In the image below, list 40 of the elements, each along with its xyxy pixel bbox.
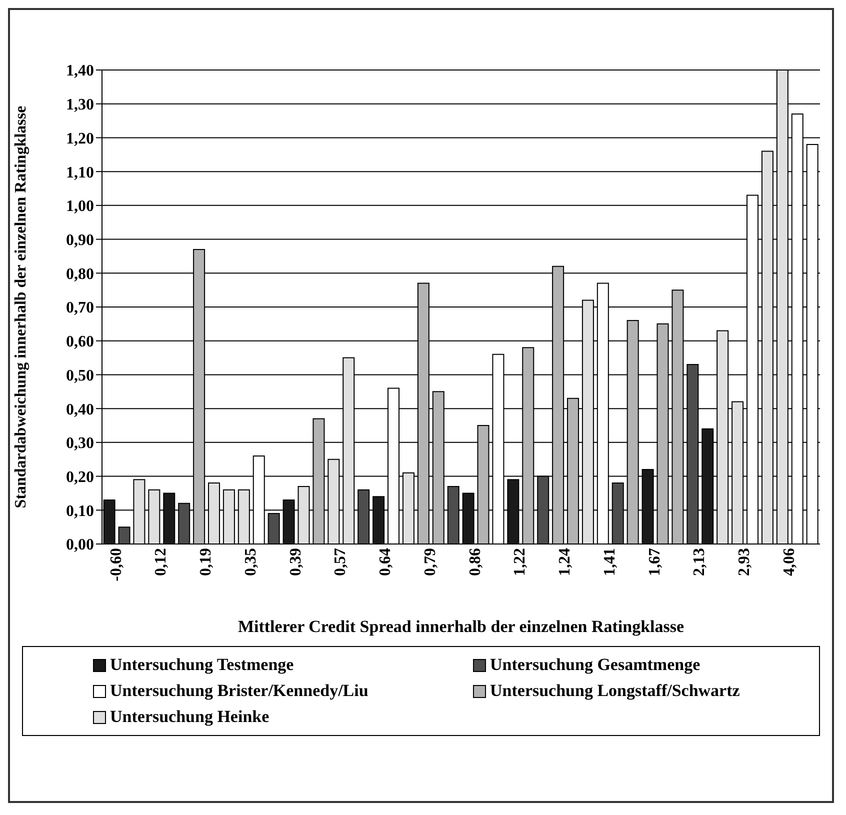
x-tick-label: -0,60	[108, 548, 125, 582]
y-tick-label: 1,20	[66, 130, 94, 148]
bar	[118, 526, 130, 544]
x-tick-label: 1,24	[556, 548, 574, 576]
y-tick-label: 0,80	[66, 266, 94, 283]
x-tick-label: 0,12	[152, 548, 170, 576]
y-tick-label: 0,30	[66, 435, 94, 452]
y-tick-label: 0,40	[66, 401, 94, 418]
legend-label: Untersuchung Gesamtmenge	[490, 655, 700, 675]
x-tick-label: 0,79	[422, 548, 439, 576]
y-tick-label: 1,40	[66, 62, 94, 80]
y-tick-label: 1,00	[66, 198, 94, 216]
x-tick-label: 0,57	[332, 548, 350, 576]
x-tick-label: 1,22	[512, 548, 529, 576]
x-axis-title: Mittlerer Credit Spread innerhalb der einzelnen Ratingklasse	[238, 617, 684, 636]
x-tick-label: 0,35	[242, 548, 260, 576]
y-tick-label: 1,30	[66, 96, 94, 114]
y-tick-label: 0,70	[66, 300, 94, 317]
y-tick-label: 0,20	[66, 468, 94, 486]
y-tick-label: 0,90	[66, 232, 94, 249]
legend-label: Untersuchung Longstaff/Schwartz	[490, 681, 740, 701]
x-tick-label: 0,19	[198, 548, 215, 576]
y-tick-label: 0,10	[66, 502, 94, 520]
y-tick-label: 0,50	[66, 367, 94, 384]
legend-label: Untersuchung Heinke	[110, 707, 270, 727]
y-tick-label: 1,10	[66, 164, 94, 182]
x-tick-label: 1,41	[601, 548, 618, 576]
x-tick-label: 1,67	[646, 548, 664, 576]
y-tick-label: 0,60	[66, 334, 94, 351]
x-tick-label: 2,13	[691, 548, 708, 576]
legend-label: Untersuchung Brister/Kennedy/Liu	[110, 681, 368, 701]
x-tick-label: 0,64	[377, 548, 394, 576]
legend-label: Untersuchung Testmenge	[110, 655, 294, 675]
x-tick-label: 0,39	[287, 548, 304, 576]
x-tick-label: 2,93	[736, 548, 754, 576]
x-tick-label: 4,06	[780, 548, 798, 576]
y-tick-label: 0,00	[66, 536, 94, 554]
y-axis-title: Standardabweichung innerhalb der einzelnen Ratingklasse	[12, 106, 30, 508]
bar	[268, 513, 280, 544]
x-tick-label: 0,86	[466, 548, 484, 576]
